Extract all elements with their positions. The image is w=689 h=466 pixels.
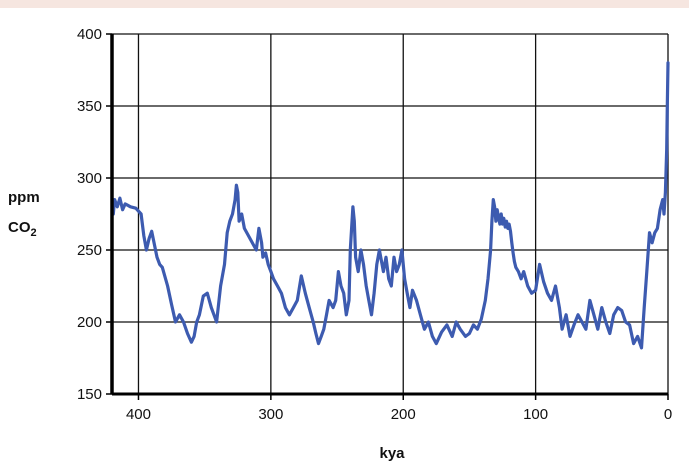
y-tick-label-150: 150 — [77, 386, 102, 403]
x-tick-label-0: 0 — [664, 406, 672, 423]
y-tick-label-400: 400 — [77, 26, 102, 43]
y-tick-label-300: 300 — [77, 170, 102, 187]
gridlines — [112, 33, 669, 394]
y-axis-label-subscript: 2 — [31, 227, 37, 239]
axes — [106, 33, 669, 400]
x-tick-label-100: 100 — [523, 406, 548, 423]
y-axis-label-ppm: ppm — [8, 189, 40, 206]
series-line-0 — [111, 61, 670, 350]
y-axis-label-co: CO — [8, 219, 31, 236]
top-band — [0, 0, 689, 8]
y-tick-label-250: 250 — [77, 242, 102, 259]
y-tick-label-350: 350 — [77, 98, 102, 115]
x-tick-label-400: 400 — [126, 406, 151, 423]
series-layer — [111, 61, 670, 350]
x-axis-label: kya — [379, 445, 405, 462]
x-tick-label-200: 200 — [391, 406, 416, 423]
y-axis-label-co2: CO2 — [8, 219, 37, 239]
x-tick-label-300: 300 — [258, 406, 283, 423]
y-tick-label-200: 200 — [77, 314, 102, 331]
tick-labels: 150 200 250 300 350 400 400 300 200 100 0 — [77, 26, 672, 423]
